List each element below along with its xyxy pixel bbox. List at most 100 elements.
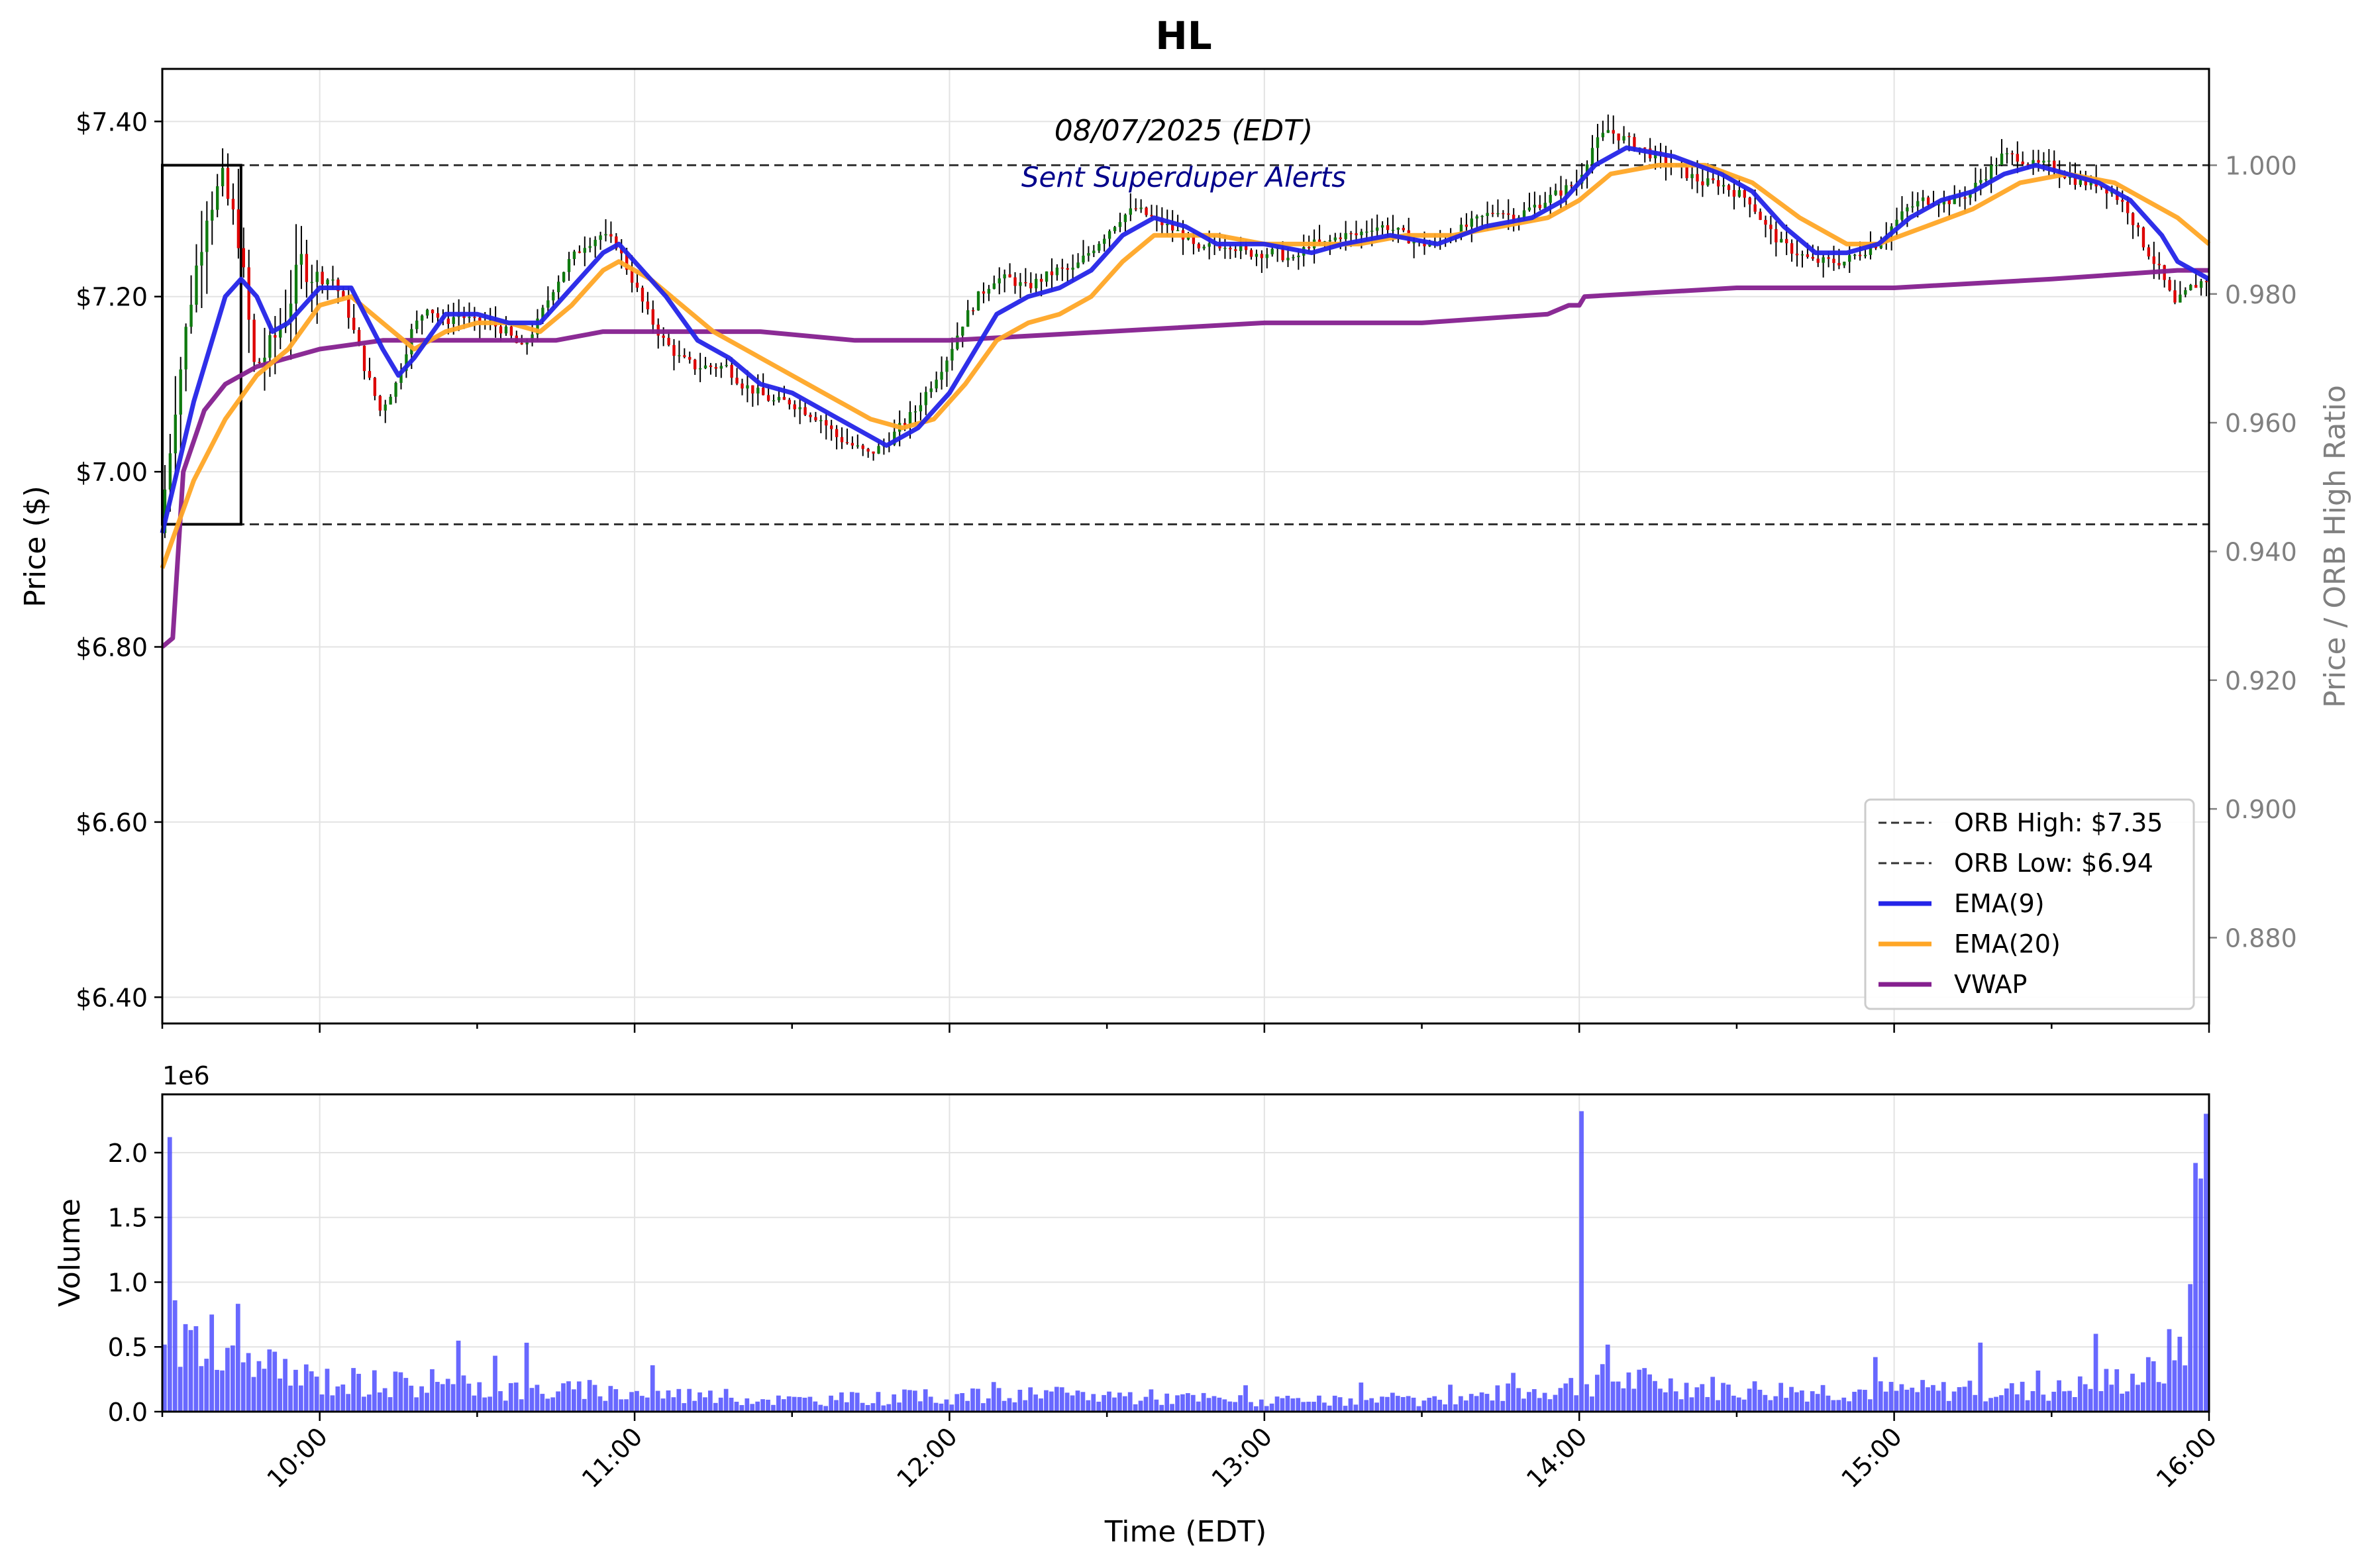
volume-bar: [488, 1396, 492, 1412]
volume-bar: [986, 1398, 991, 1412]
volume-bar: [1495, 1385, 1500, 1412]
volume-bar: [1075, 1390, 1080, 1412]
legend-entry-label: VWAP: [1954, 970, 2027, 999]
volume-bar: [1337, 1397, 1343, 1412]
volume-bar: [1810, 1391, 1815, 1412]
volume-bar: [1374, 1402, 1379, 1412]
volume-bar: [231, 1345, 235, 1412]
candle-up: [924, 392, 927, 405]
candle-down: [1013, 277, 1017, 286]
volume-bar: [1773, 1396, 1778, 1412]
candle-up: [1585, 164, 1589, 175]
volume-bar: [2035, 1370, 2041, 1412]
volume-bar: [1936, 1390, 1941, 1412]
volume-bar: [309, 1371, 314, 1412]
volume-bar: [2009, 1383, 2014, 1412]
volume-bar: [723, 1388, 729, 1412]
volume-bar: [1264, 1406, 1269, 1412]
candle-up: [221, 168, 225, 187]
candle-up: [1412, 241, 1416, 244]
volume-bar: [1159, 1404, 1164, 1412]
candle-down: [236, 209, 240, 248]
volume-bar: [687, 1388, 692, 1412]
volume-bar: [2114, 1369, 2120, 1412]
volume-bar: [1673, 1391, 1678, 1412]
volume-bar: [2141, 1382, 2145, 1412]
volume-bar: [2004, 1388, 2009, 1412]
volume-bar: [1511, 1373, 1516, 1412]
volume-bar: [1973, 1394, 1978, 1412]
candle-up: [992, 283, 996, 289]
volume-bar: [303, 1364, 309, 1412]
candle-up: [384, 404, 387, 411]
volume-bar: [2062, 1391, 2067, 1412]
volume-bar: [1574, 1395, 1579, 1412]
candle-down: [258, 362, 261, 363]
candle-down: [1874, 246, 1878, 248]
volume-bar: [377, 1392, 382, 1412]
candle-down: [1717, 180, 1720, 187]
volume-bar: [2057, 1380, 2061, 1412]
volume-bar: [1359, 1383, 1364, 1412]
volume-bar: [193, 1326, 199, 1412]
volume-bar: [1731, 1395, 1736, 1412]
candle-down: [1024, 282, 1027, 284]
candle-up: [1869, 246, 1873, 255]
candle-down: [1507, 213, 1510, 215]
volume-bar: [1531, 1388, 1537, 1412]
candle-up: [1848, 255, 1851, 262]
volume-bar: [1453, 1404, 1458, 1412]
candle-down: [1748, 197, 1751, 205]
volume-bar: [1348, 1398, 1353, 1412]
volume-bar: [572, 1389, 576, 1412]
candle-down: [2026, 164, 2030, 166]
volume-bar: [1154, 1399, 1159, 1412]
volume-bar: [1527, 1392, 1531, 1412]
candle-down: [1811, 256, 1814, 259]
candle-up: [1344, 233, 1347, 239]
candle-down: [2016, 154, 2019, 162]
candle-down: [845, 442, 849, 444]
price-y-tick-label: $6.60: [76, 808, 148, 837]
candle-up: [195, 265, 198, 305]
candle-up: [189, 304, 193, 327]
volume-bar: [508, 1383, 513, 1412]
candle-up: [1984, 179, 1988, 180]
volume-y-tick-label: 1.5: [108, 1204, 148, 1233]
volume-bar: [1521, 1398, 1526, 1412]
candle-down: [1317, 239, 1321, 242]
volume-bar: [976, 1388, 980, 1412]
volume-bar: [624, 1399, 629, 1412]
volume-bar: [1836, 1400, 1841, 1412]
candle-down: [672, 344, 676, 356]
candle-up: [1606, 130, 1610, 133]
volume-bar: [1752, 1381, 1757, 1412]
volume-bar: [954, 1394, 960, 1412]
candle-down: [1029, 283, 1033, 289]
volume-bar: [561, 1383, 566, 1412]
candle-up: [1045, 271, 1049, 282]
volume-bar: [1668, 1378, 1673, 1412]
candle-up: [1922, 197, 1925, 201]
volume-bar: [419, 1386, 424, 1412]
candle-up: [1853, 254, 1857, 256]
candle-up: [1071, 268, 1074, 270]
volume-bar: [892, 1394, 897, 1412]
volume-bar: [1070, 1395, 1075, 1412]
volume-bar: [1800, 1390, 1804, 1412]
candle-down: [2194, 285, 2198, 288]
candle-down: [630, 270, 634, 283]
volume-bar: [849, 1392, 854, 1412]
candle-up: [935, 380, 938, 389]
volume-bar: [860, 1402, 865, 1412]
candle-down: [1502, 213, 1505, 215]
volume-bar: [1516, 1388, 1521, 1412]
volume-bar: [2177, 1336, 2183, 1412]
candle-up: [1937, 204, 1941, 206]
volume-bar: [1306, 1401, 1311, 1412]
candle-down: [872, 451, 875, 454]
volume-bar: [1201, 1392, 1206, 1412]
volume-bar: [1726, 1385, 1731, 1412]
volume-bar: [2104, 1369, 2109, 1412]
candle-down: [499, 326, 503, 334]
